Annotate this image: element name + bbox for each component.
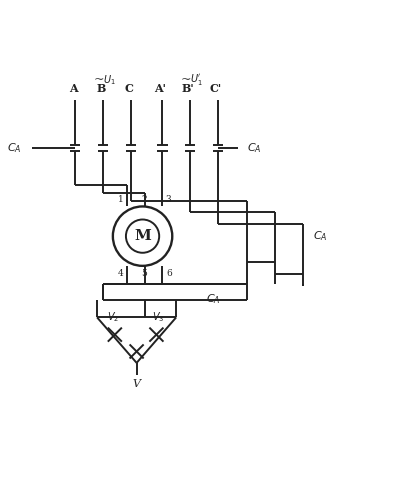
Text: 6: 6	[167, 269, 172, 278]
Text: B': B'	[182, 82, 194, 94]
Text: C': C'	[210, 82, 222, 94]
Text: $C_A$: $C_A$	[206, 292, 221, 306]
Text: ~: ~	[94, 72, 104, 86]
Text: 4: 4	[118, 269, 124, 278]
Text: $C_A$: $C_A$	[248, 141, 262, 155]
Text: A: A	[69, 82, 78, 94]
Text: $V_3$: $V_3$	[152, 310, 165, 324]
Text: 5: 5	[142, 269, 147, 278]
Text: B: B	[96, 82, 106, 94]
Text: $U_1'$: $U_1'$	[190, 72, 202, 87]
Text: 3: 3	[166, 196, 171, 204]
Text: 2: 2	[142, 196, 147, 204]
Text: $V_2$: $V_2$	[107, 310, 119, 324]
Text: V: V	[133, 378, 141, 388]
Text: M: M	[134, 229, 151, 243]
Text: $C_A$: $C_A$	[7, 141, 22, 155]
Text: $C_A$: $C_A$	[313, 229, 327, 243]
Text: 1: 1	[118, 196, 124, 204]
Text: $U_1$: $U_1$	[103, 73, 115, 87]
Text: ~: ~	[181, 72, 191, 86]
Text: C: C	[124, 82, 133, 94]
Text: A': A'	[154, 82, 166, 94]
